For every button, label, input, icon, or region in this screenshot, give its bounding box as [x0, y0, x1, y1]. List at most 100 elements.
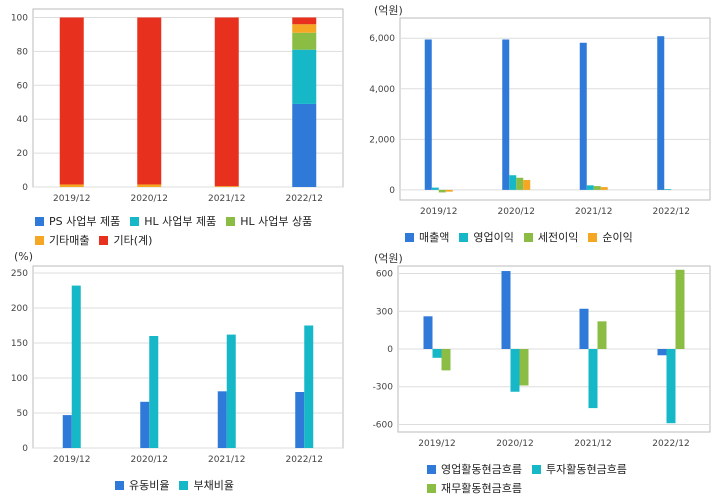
y-tick-label: 80	[17, 47, 29, 57]
bar	[510, 349, 520, 392]
chart-unit-label: (억원)	[374, 252, 403, 265]
y-tick-label: 300	[376, 307, 393, 317]
y-tick-label: 600	[376, 270, 393, 280]
bar	[516, 177, 524, 190]
legend-swatch	[35, 216, 44, 226]
bar	[214, 17, 239, 187]
legend-item[interactable]: 기타(계)	[99, 232, 152, 248]
bar	[137, 184, 162, 187]
bar	[292, 24, 317, 33]
legend-item[interactable]: 투자활동현금흐름	[531, 461, 627, 477]
legend-label: HL 사업부 상품	[240, 215, 313, 228]
income-chart: 0 2,000 4,000 6,000 2019/12 2020/12 2021/12 202…	[369, 17, 711, 217]
legend-item[interactable]: 유동비율	[115, 477, 169, 493]
x-tick-label: 2020/12	[496, 439, 533, 449]
cashflow-chart: -600 -300 0 300 600 2019/12 2020/12 2021/12 2022…	[373, 265, 711, 449]
legend-swatch	[130, 216, 140, 226]
legend-item[interactable]: 매출액	[405, 229, 449, 245]
bar	[509, 175, 517, 190]
plot-frame	[399, 17, 711, 201]
y-tick-label: 0	[22, 183, 28, 193]
chart-panel-cashflow: (억원) -600 -300 0 300 600 2019/12 2020/12 2021/1…	[360, 248, 720, 496]
bar	[292, 49, 317, 104]
legend-item[interactable]: 재무활동현금흐름	[427, 480, 522, 496]
legend-label: 순이익	[602, 231, 633, 244]
legend-item[interactable]: 영업이익	[459, 229, 514, 245]
legend-item[interactable]: PS 사업부 제품	[35, 213, 120, 229]
legend-swatch	[226, 216, 236, 226]
bar	[523, 180, 531, 190]
bar	[657, 36, 665, 190]
legend-swatch	[405, 232, 414, 242]
legend-swatch	[427, 464, 436, 474]
bar	[292, 103, 317, 187]
bar	[295, 392, 305, 448]
bar	[657, 349, 667, 356]
x-tick-label: 2019/12	[53, 194, 90, 204]
y-tick-label: 0	[387, 345, 393, 355]
bar	[579, 308, 589, 349]
legend-item[interactable]: 영업활동현금흐름	[427, 461, 522, 477]
bar	[664, 189, 672, 190]
legend-label: 영업활동현금흐름	[441, 463, 522, 476]
legend-item[interactable]: 세전이익	[523, 229, 579, 245]
x-tick-label: 2020/12	[498, 207, 535, 217]
ratio-chart: 0 50 100 150 200 250 2019/12 2020/12 2021/12 2022…	[11, 265, 344, 465]
legend-label: 매출액	[419, 231, 450, 244]
bar	[445, 189, 453, 192]
bar	[501, 271, 511, 349]
bar	[304, 325, 314, 448]
bar	[292, 32, 317, 50]
bar	[675, 269, 685, 349]
bar	[217, 391, 227, 448]
bar	[59, 17, 84, 185]
bar	[600, 187, 608, 190]
bar	[593, 186, 601, 190]
legend-label: 기타(계)	[113, 234, 153, 247]
legend-item[interactable]: 기타매출	[35, 232, 89, 248]
sales-mix-chart: 0 20 40 60 80 100 2019/12 2020/12 2021/12 2022/12	[11, 8, 344, 204]
legend-label: 세전이익	[537, 231, 579, 244]
bar	[59, 184, 84, 187]
legend-swatch	[427, 483, 436, 493]
y-tick-label: -300	[373, 383, 394, 393]
bar	[579, 42, 587, 190]
x-tick-label: 2022/12	[286, 455, 323, 465]
x-tick-label: 2021/12	[575, 207, 612, 217]
legend-label: 기타매출	[49, 234, 90, 247]
chart-unit-label: (%)	[14, 250, 34, 263]
y-tick-label: -600	[373, 420, 394, 430]
legend-item[interactable]: HL 사업부 상품	[226, 213, 312, 229]
legend-item[interactable]: 부채비율	[179, 477, 234, 493]
chart-panel-income: (억원) 0 2,000 4,000 6,000 2019/12 2020/12 2021/…	[360, 0, 720, 248]
bar	[140, 401, 150, 448]
y-tick-label: 100	[11, 13, 28, 23]
bar	[441, 349, 451, 371]
x-tick-label: 2020/12	[131, 194, 168, 204]
y-tick-label: 2,000	[369, 135, 395, 145]
bar	[502, 39, 510, 190]
legend-label: 부채비율	[193, 479, 234, 492]
x-tick-label: 2019/12	[420, 207, 457, 217]
legend-swatch	[99, 235, 109, 245]
bar	[586, 185, 594, 190]
bar	[62, 415, 72, 448]
legend-swatch	[179, 480, 189, 490]
x-tick-label: 2021/12	[208, 455, 245, 465]
bar	[226, 334, 236, 448]
legend-swatch	[523, 232, 533, 242]
x-tick-label: 2022/12	[653, 207, 690, 217]
chart-panel-ratios: (%) 0 50 100 150 200 250 2019/12 2020/12 2021/12…	[0, 248, 360, 496]
legend-item[interactable]: 순이익	[588, 229, 633, 245]
chart-panel-sales-mix: 0 20 40 60 80 100 2019/12 2020/12 2021/12 2022/12…	[0, 0, 360, 248]
x-tick-label: 2019/12	[53, 455, 90, 465]
y-tick-label: 50	[17, 409, 29, 419]
bar	[597, 321, 607, 349]
bar	[666, 349, 676, 424]
legend-item[interactable]: HL 사업부 제품	[130, 213, 216, 229]
legend-label: 투자활동현금흐름	[545, 463, 627, 476]
y-tick-label: 60	[17, 81, 29, 91]
y-tick-label: 250	[11, 269, 28, 279]
bar	[588, 349, 598, 409]
